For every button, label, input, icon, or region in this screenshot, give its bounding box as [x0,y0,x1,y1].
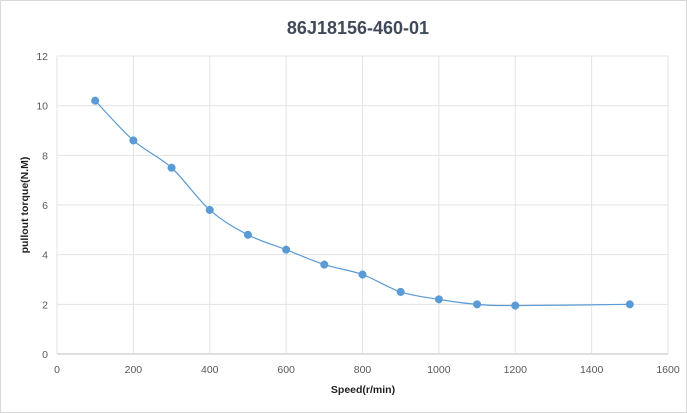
x-tick-labels: 0 200 400 600 800 1000 1200 1400 1600 [54,364,680,376]
x-tick-label: 600 [277,364,295,376]
data-point [129,136,138,145]
x-tick-label: 1200 [504,364,528,376]
y-tick-label: 2 [42,299,48,311]
data-point [511,301,520,310]
data-point [358,270,367,279]
y-tick-labels: 0 2 4 6 8 10 12 [36,51,48,361]
data-point [167,163,176,172]
data-point [243,230,252,239]
x-tick-label: 800 [354,364,372,376]
chart-title: 86J18156-460-01 [287,18,429,38]
x-tick-label: 1000 [427,364,451,376]
x-tick-label: 200 [125,364,143,376]
y-tick-label: 10 [36,101,48,113]
x-tick-label: 400 [201,364,219,376]
data-point [320,260,329,269]
y-axis-label: pullout torque(N.M) [19,157,31,254]
x-tick-label: 0 [54,364,60,376]
data-point [91,96,100,105]
x-tick-label: 1400 [580,364,604,376]
y-tick-label: 4 [42,250,48,262]
data-point [282,245,291,254]
y-tick-label: 12 [36,51,48,63]
y-tick-label: 0 [42,349,48,361]
y-tick-label: 6 [42,200,48,212]
gridlines [56,55,669,355]
y-tick-label: 8 [42,150,48,162]
series-group [91,96,634,310]
x-tick-label: 1600 [656,364,680,376]
x-axis-label: Speed(r/min) [331,384,395,396]
data-point [205,205,214,215]
data-point [473,300,482,309]
data-point [625,300,634,309]
data-point [434,295,443,304]
data-point [396,287,405,296]
